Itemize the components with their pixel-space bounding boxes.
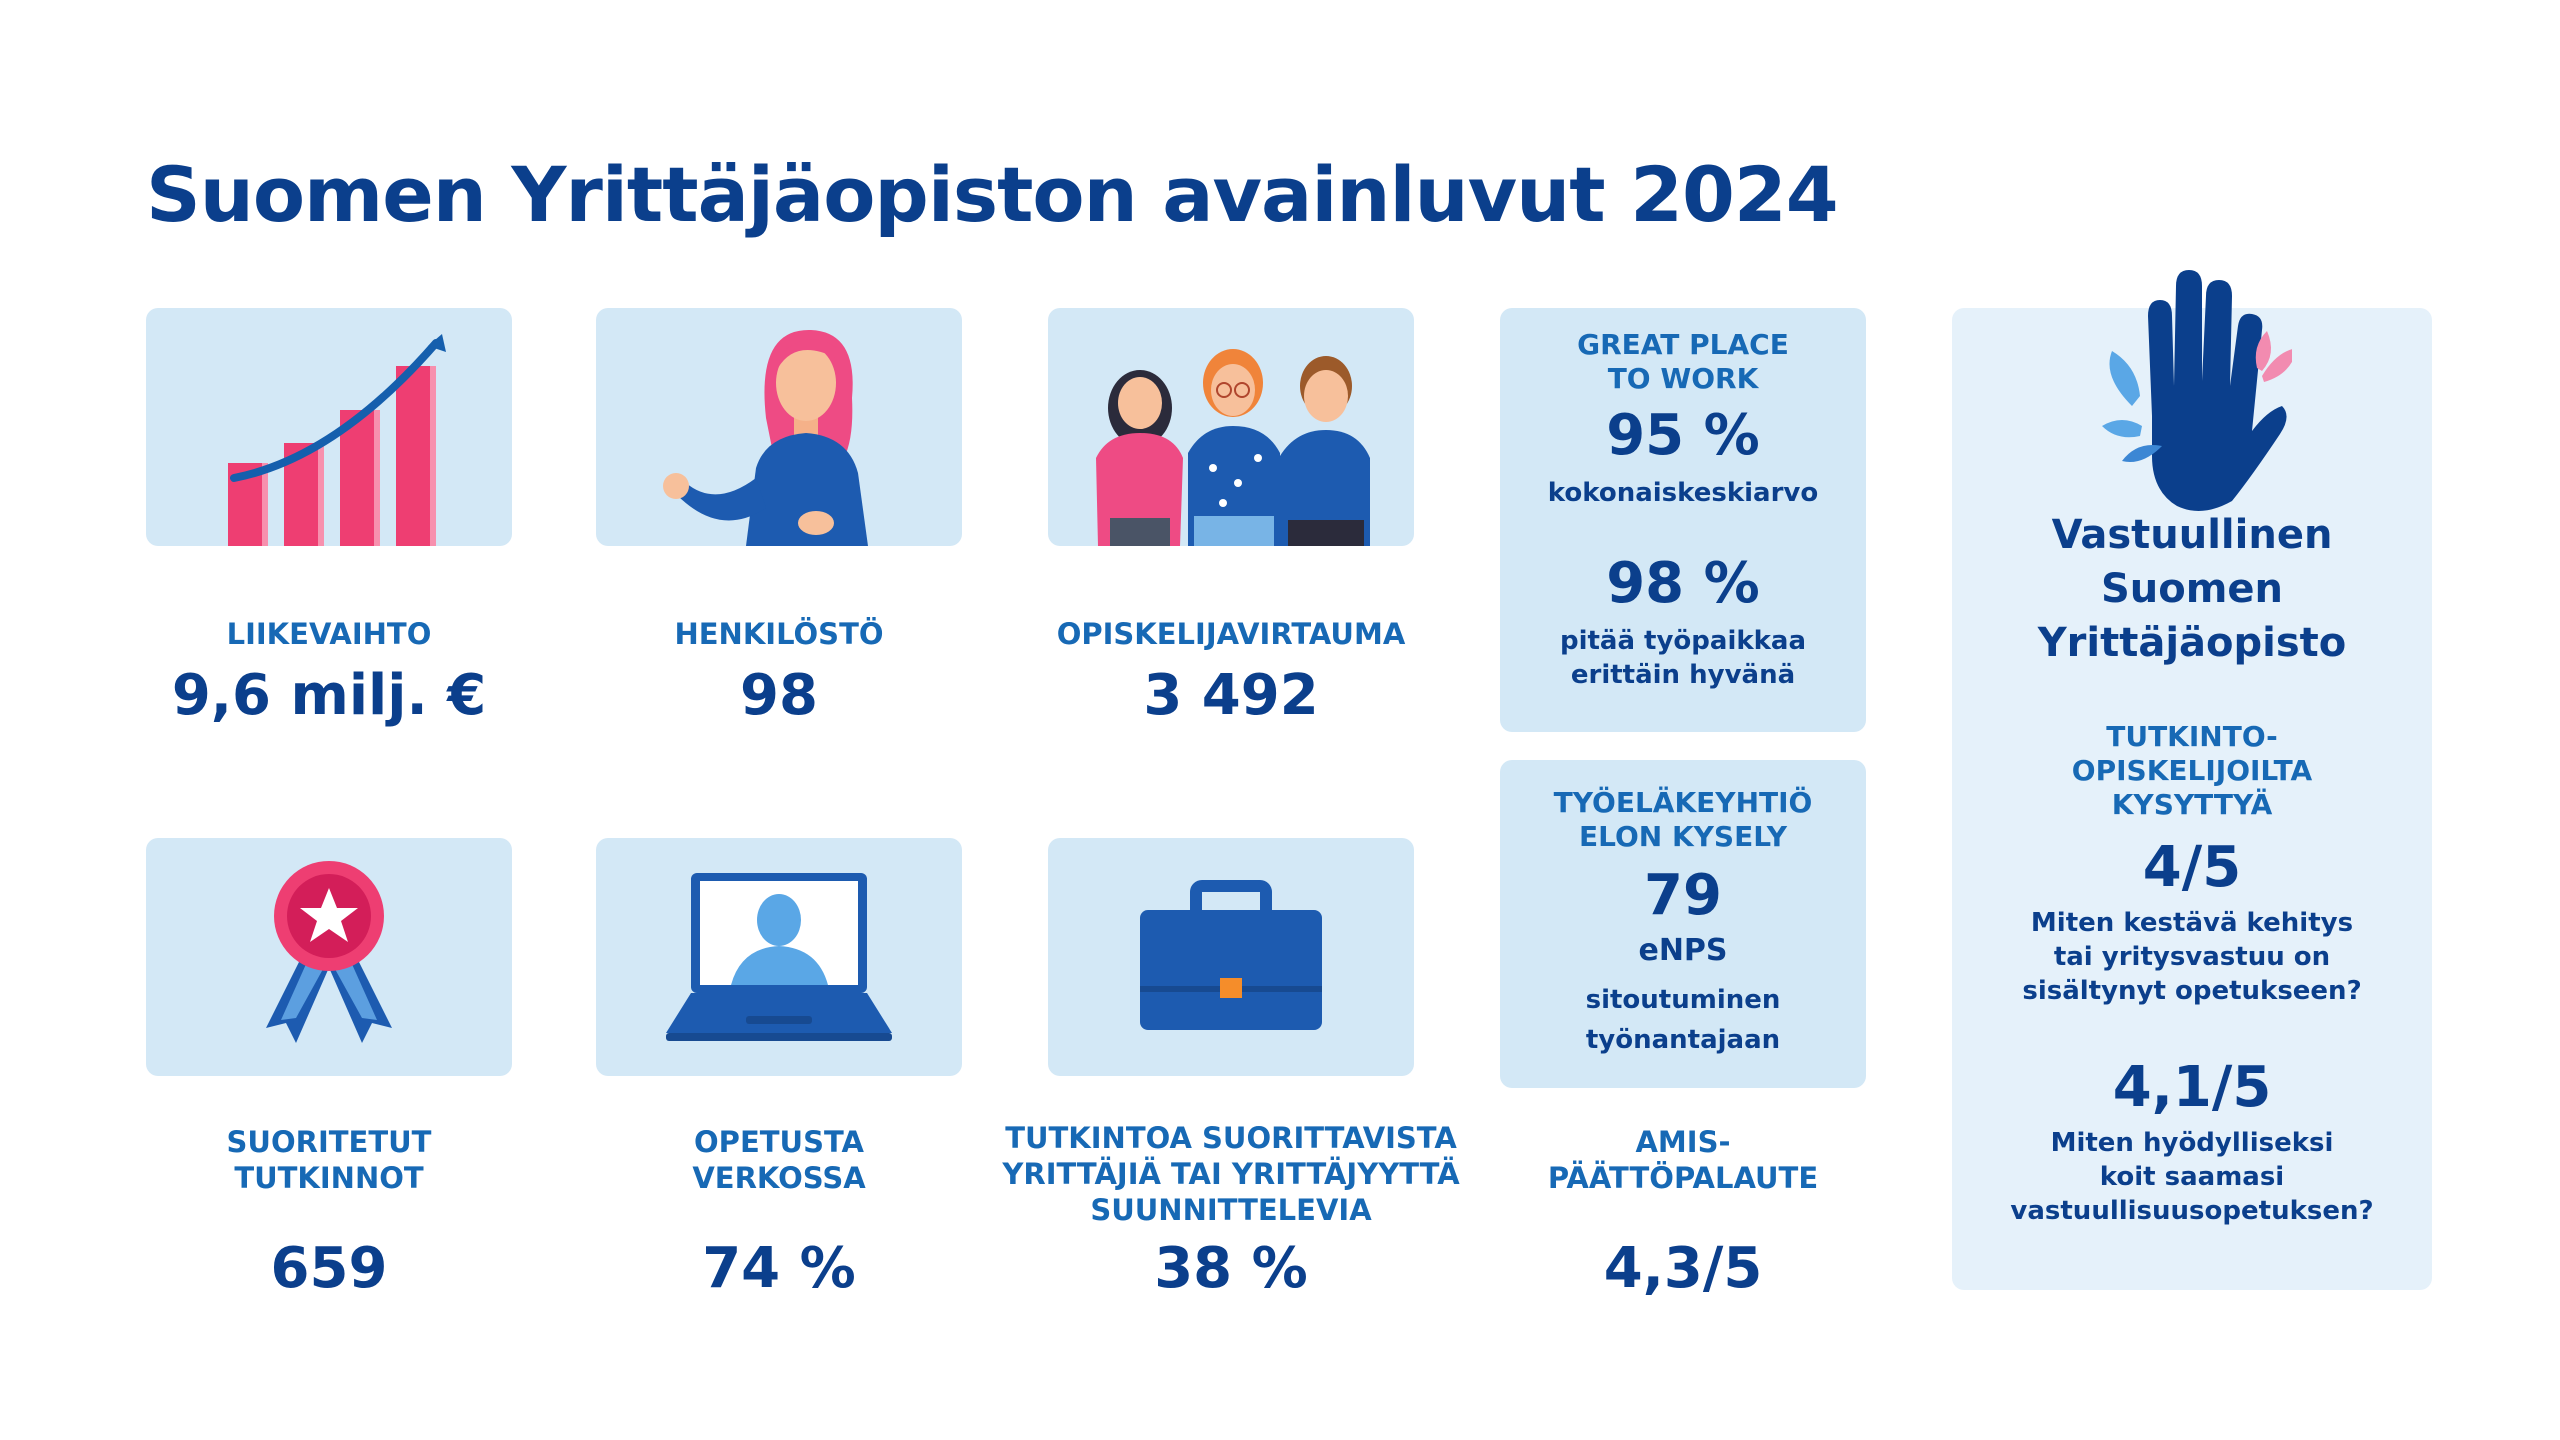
stat-label-student-flow: OPISKELIJAVIRTAUMA: [1056, 617, 1406, 651]
laptop-video-icon: [666, 873, 892, 1041]
students-illustration: [1048, 308, 1414, 546]
hand-leaves-icon: [2102, 270, 2292, 511]
stat-value-student-flow: 3 492: [1143, 663, 1319, 728]
responsibility-subheading: TUTKINTO- OPISKELIJOILTA KYSYTTYÄ: [2071, 720, 2313, 821]
elo-desc: sitoutuminen työnantajaan: [1585, 985, 1781, 1055]
stat-value-revenue: 9,6 milj. €: [171, 663, 487, 728]
growth-chart-icon: [228, 334, 446, 546]
stat-value-amis: 4,3/5: [1603, 1236, 1763, 1301]
elo-sub: eNPS: [1638, 933, 1728, 968]
gptw-value-overall: 95 %: [1606, 403, 1760, 468]
stat-value-entrepreneurs: 38 %: [1154, 1236, 1308, 1301]
degrees-illustration: [146, 838, 512, 1076]
gptw-heading: GREAT PLACE TO WORK: [1577, 328, 1789, 395]
stat-value-staff: 98: [740, 663, 818, 728]
responsibility-panel: Vastuullinen Suomen Yrittäjäopisto TUTKI…: [1952, 270, 2432, 1290]
elo-heading: TYÖELÄKEYHTIÖ ELON KYSELY: [1553, 786, 1813, 853]
online-teaching-illustration: [596, 838, 962, 1076]
award-ribbon-icon: [266, 861, 392, 1043]
stat-value-online: 74 %: [702, 1236, 856, 1301]
elo-panel: TYÖELÄKEYHTIÖ ELON KYSELY 79 eNPS sitout…: [1500, 760, 1866, 1088]
responsibility-value-2: 4,1/5: [2112, 1055, 2272, 1120]
staff-illustration: [596, 308, 962, 546]
elo-value: 79: [1644, 863, 1722, 928]
presenter-icon: [663, 329, 868, 546]
page-title: Suomen Yrittäjäopiston avainluvut 2024: [146, 150, 1839, 239]
revenue-illustration: [146, 308, 512, 546]
stat-value-degrees: 659: [270, 1236, 388, 1301]
responsibility-question-1: Miten kestävä kehitys tai yritysvastuu o…: [2022, 908, 2362, 1006]
stat-label-degrees: SUORITETUT TUTKINNOT: [226, 1125, 432, 1195]
gptw-panel: GREAT PLACE TO WORK 95 % kokonaiskeskiar…: [1500, 308, 1866, 732]
gptw-desc-overall: kokonaiskeskiarvo: [1547, 478, 1819, 508]
stat-label-entrepreneurs: TUTKINTOA SUORITTAVISTA YRITTÄJIÄ TAI YR…: [1002, 1121, 1460, 1227]
stat-label-revenue: LIIKEVAIHTO: [226, 617, 432, 651]
gptw-desc-great: pitää työpaikkaa erittäin hyvänä: [1559, 626, 1807, 690]
responsibility-question-2: Miten hyödylliseksi koit saamasi vastuul…: [2010, 1128, 2374, 1226]
stat-label-online: OPETUSTA VERKOSSA: [692, 1125, 866, 1195]
briefcase-icon: [1140, 880, 1322, 1030]
stat-label-staff: HENKILÖSTÖ: [674, 617, 884, 651]
responsibility-heading: Vastuullinen Suomen Yrittäjäopisto: [2037, 512, 2347, 666]
stat-label-amis: AMIS- PÄÄTTÖPALAUTE: [1547, 1125, 1819, 1195]
entrepreneurs-illustration: [1048, 838, 1414, 1076]
students-icon: [1096, 349, 1370, 546]
gptw-value-great: 98 %: [1606, 551, 1760, 616]
responsibility-value-1: 4/5: [2142, 835, 2242, 900]
